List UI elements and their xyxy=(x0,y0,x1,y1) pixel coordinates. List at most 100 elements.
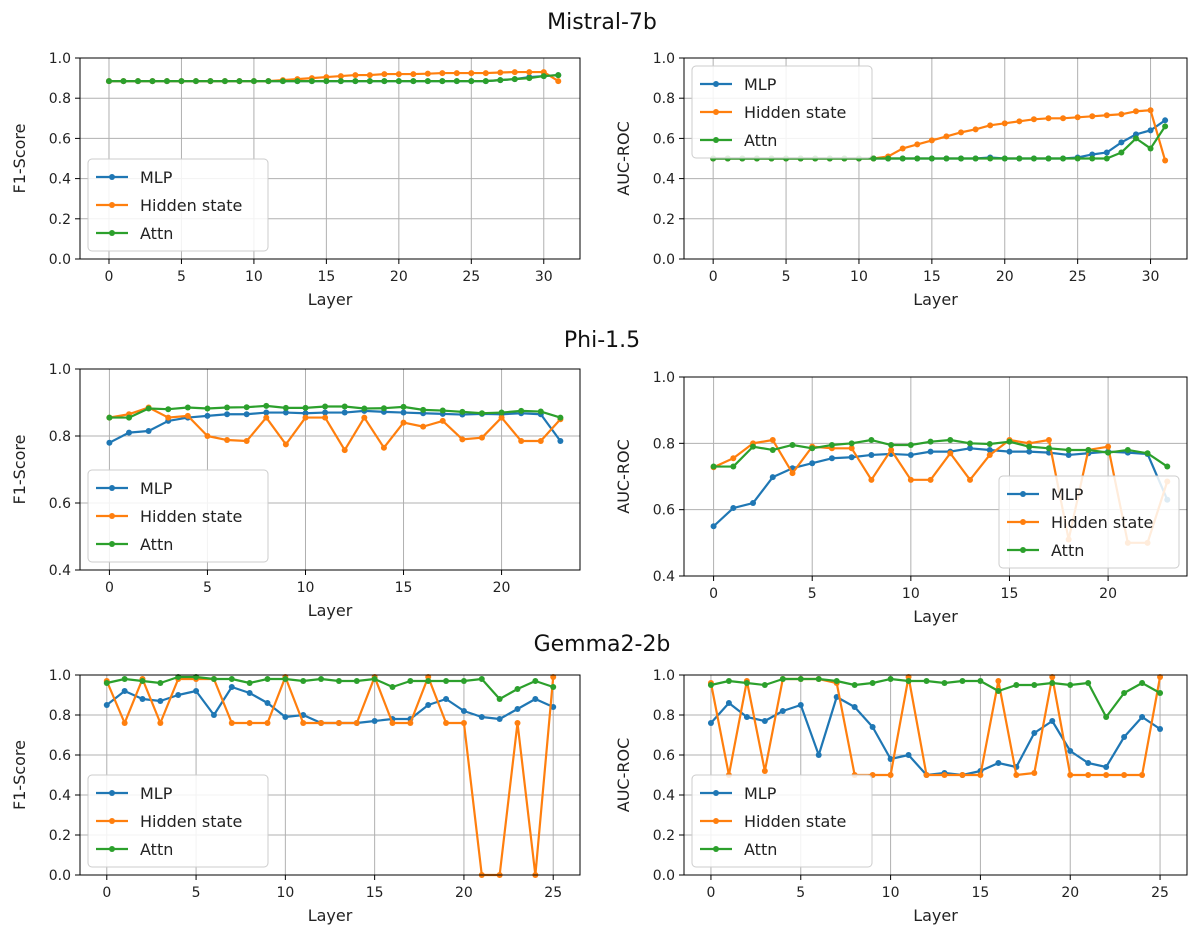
phi-f1-hidden-state-point xyxy=(341,447,348,454)
mistral-f1-attn-point xyxy=(453,78,460,85)
mistral-f1-attn-point xyxy=(511,76,518,83)
gemma-f1-attn-point xyxy=(139,678,146,684)
phi-auc-chart: 0 5 10 15 20 0.4 0.6 0.8 1.0 Layer AUC-ROC MLP Hidde… xyxy=(614,370,1188,626)
mistral-f1-attn-point xyxy=(105,78,112,85)
mistral-f1-ytick-label: 0.2 xyxy=(49,212,71,228)
gemma-auc-hidden-state-point xyxy=(995,678,1002,684)
mistral-f1-attn-point xyxy=(468,78,475,85)
phi-f1-legend-attn-marker xyxy=(109,541,115,547)
mistral-f1-legend-attn-marker xyxy=(109,230,115,236)
phi-auc-attn-point xyxy=(1144,450,1151,457)
phi-f1-hidden-state-point xyxy=(184,412,191,419)
mistral-f1-attn-point xyxy=(366,78,373,85)
mistral-auc-ytick-label: 0.2 xyxy=(653,212,675,228)
gemma-f1-xtick-label: 25 xyxy=(544,885,562,901)
phi-auc-mlp-point xyxy=(848,454,855,461)
mistral-auc-legend xyxy=(691,65,873,159)
gemma-f1-ylabel: F1-Score xyxy=(10,740,29,810)
gemma-f1-hidden-state-point xyxy=(460,720,467,726)
phi-f1-legend-mlp-label: MLP xyxy=(140,479,173,498)
phi-f1-mlp-point xyxy=(557,438,564,445)
gemma-f1-attn-point xyxy=(389,684,396,690)
phi-f1-legend-hidden-state-marker xyxy=(109,513,115,519)
gemma-auc-hidden-state-point xyxy=(977,772,984,778)
phi-auc-attn-point xyxy=(789,441,796,448)
gemma-auc-mlp-line xyxy=(710,695,1161,777)
gemma-auc-attn-point xyxy=(779,676,786,682)
phi-f1-hidden-state-point xyxy=(459,436,466,443)
phi-auc-attn-point xyxy=(750,443,757,450)
mistral-f1-hidden-state-point xyxy=(381,71,388,78)
gemma-f1-attn-point xyxy=(353,678,360,684)
mistral-f1-xtick-label: 25 xyxy=(462,269,480,285)
mistral-auc-xtick-label: 20 xyxy=(996,269,1014,285)
gemma-f1-attn-point xyxy=(210,676,217,682)
gemma-auc-hidden-state-point xyxy=(1031,770,1038,776)
gemma-f1-mlp-point xyxy=(193,688,200,694)
mistral-auc-xtick-label: 0 xyxy=(709,269,718,285)
gemma-auc-mlp-point xyxy=(1103,764,1110,770)
mistral-f1-hidden-state-point xyxy=(395,71,402,78)
gemma-f1-mlp-point xyxy=(443,696,450,702)
gemma-f1-mlp-point xyxy=(121,688,128,694)
phi-auc-ytick-label: 0.8 xyxy=(653,436,675,452)
mistral-f1-attn-point xyxy=(424,78,431,85)
phi-f1-attn-point xyxy=(420,406,427,413)
mistral-f1-legend-hidden-state-label: Hidden state xyxy=(140,196,242,215)
phi-auc-attn-point xyxy=(868,437,875,444)
mistral-auc-xtick-label: 30 xyxy=(1142,269,1160,285)
gemma-f1-attn-point xyxy=(407,678,414,684)
gemma-auc-attn-point xyxy=(887,676,894,682)
gemma-auc-attn-point xyxy=(851,682,858,688)
mistral-auc-attn-point xyxy=(1132,135,1139,142)
phi-auc-mlp-point xyxy=(927,448,934,455)
mistral-f1-xtick-label: 0 xyxy=(105,269,114,285)
mistral-auc-xlabel: Layer xyxy=(913,290,958,309)
phi-f1-xtick-label: 20 xyxy=(493,580,511,596)
phi-auc-attn-point xyxy=(888,441,895,448)
phi-f1-attn-point xyxy=(518,407,525,414)
gemma-auc-xtick-label: 25 xyxy=(1151,885,1169,901)
gemma-f1-mlp-point xyxy=(460,708,467,714)
mistral-f1-xtick-label: 30 xyxy=(535,269,553,285)
phi-f1-attn-point xyxy=(145,405,152,412)
mistral-f1-hidden-state-point xyxy=(410,71,417,78)
mistral-auc-attn-point xyxy=(1030,155,1037,162)
phi-f1-attn-point xyxy=(400,403,407,410)
gemma-auc-ytick-label: 1.0 xyxy=(653,668,675,684)
phi-f1-mlp-point xyxy=(204,412,211,419)
mistral-f1-xlabel: Layer xyxy=(308,290,353,309)
gemma-f1-mlp-point xyxy=(478,714,485,720)
phi-auc-attn-point xyxy=(947,437,954,444)
gemma-auc-hidden-state-point xyxy=(959,772,966,778)
gemma-auc-attn-point xyxy=(743,680,750,686)
gemma-auc-hidden-state-point xyxy=(887,772,894,778)
phi-auc-hidden-state-point xyxy=(907,476,914,483)
mistral-auc-attn-point xyxy=(1045,155,1052,162)
mistral-f1-attn-point xyxy=(134,78,141,85)
mistral-f1-attn-point xyxy=(221,78,228,85)
mistral-auc-attn-point xyxy=(1118,149,1125,156)
mistral-f1-hidden-state-point xyxy=(511,69,518,76)
phi-auc-legend-attn-marker xyxy=(1020,547,1026,553)
mistral-auc-hidden-state-point xyxy=(928,137,935,144)
gemma-auc-hidden-state-point xyxy=(941,772,948,778)
phi-auc-legend-mlp-label: MLP xyxy=(1051,485,1084,504)
gemma-f1-hidden-state-point xyxy=(318,720,325,726)
mistral-auc-attn-point xyxy=(1147,145,1154,152)
gemma-f1-ytick-label: 0.6 xyxy=(49,748,71,764)
gemma-auc-mlp-point xyxy=(797,702,804,708)
mistral-auc-attn-point xyxy=(885,155,892,162)
gemma-f1-mlp-point xyxy=(175,692,182,698)
gemma-f1-xtick-label: 5 xyxy=(192,885,201,901)
phi-auc-ytick-label: 1.0 xyxy=(653,370,675,386)
mistral-f1-hidden-state-point xyxy=(439,70,446,77)
mistral-auc-hidden-state-point xyxy=(1162,157,1169,164)
phi-auc-xtick-label: 15 xyxy=(1001,586,1019,602)
mistral-auc-hidden-state-point xyxy=(1045,115,1052,122)
mistral-auc-xtick-label: 5 xyxy=(782,269,791,285)
gemma-auc-attn-point xyxy=(1085,680,1092,686)
phi-f1-hidden-state-point xyxy=(478,434,485,441)
gemma-f1-mlp-point xyxy=(157,698,164,704)
gemma-auc-legend-hidden-state-label: Hidden state xyxy=(744,812,846,831)
